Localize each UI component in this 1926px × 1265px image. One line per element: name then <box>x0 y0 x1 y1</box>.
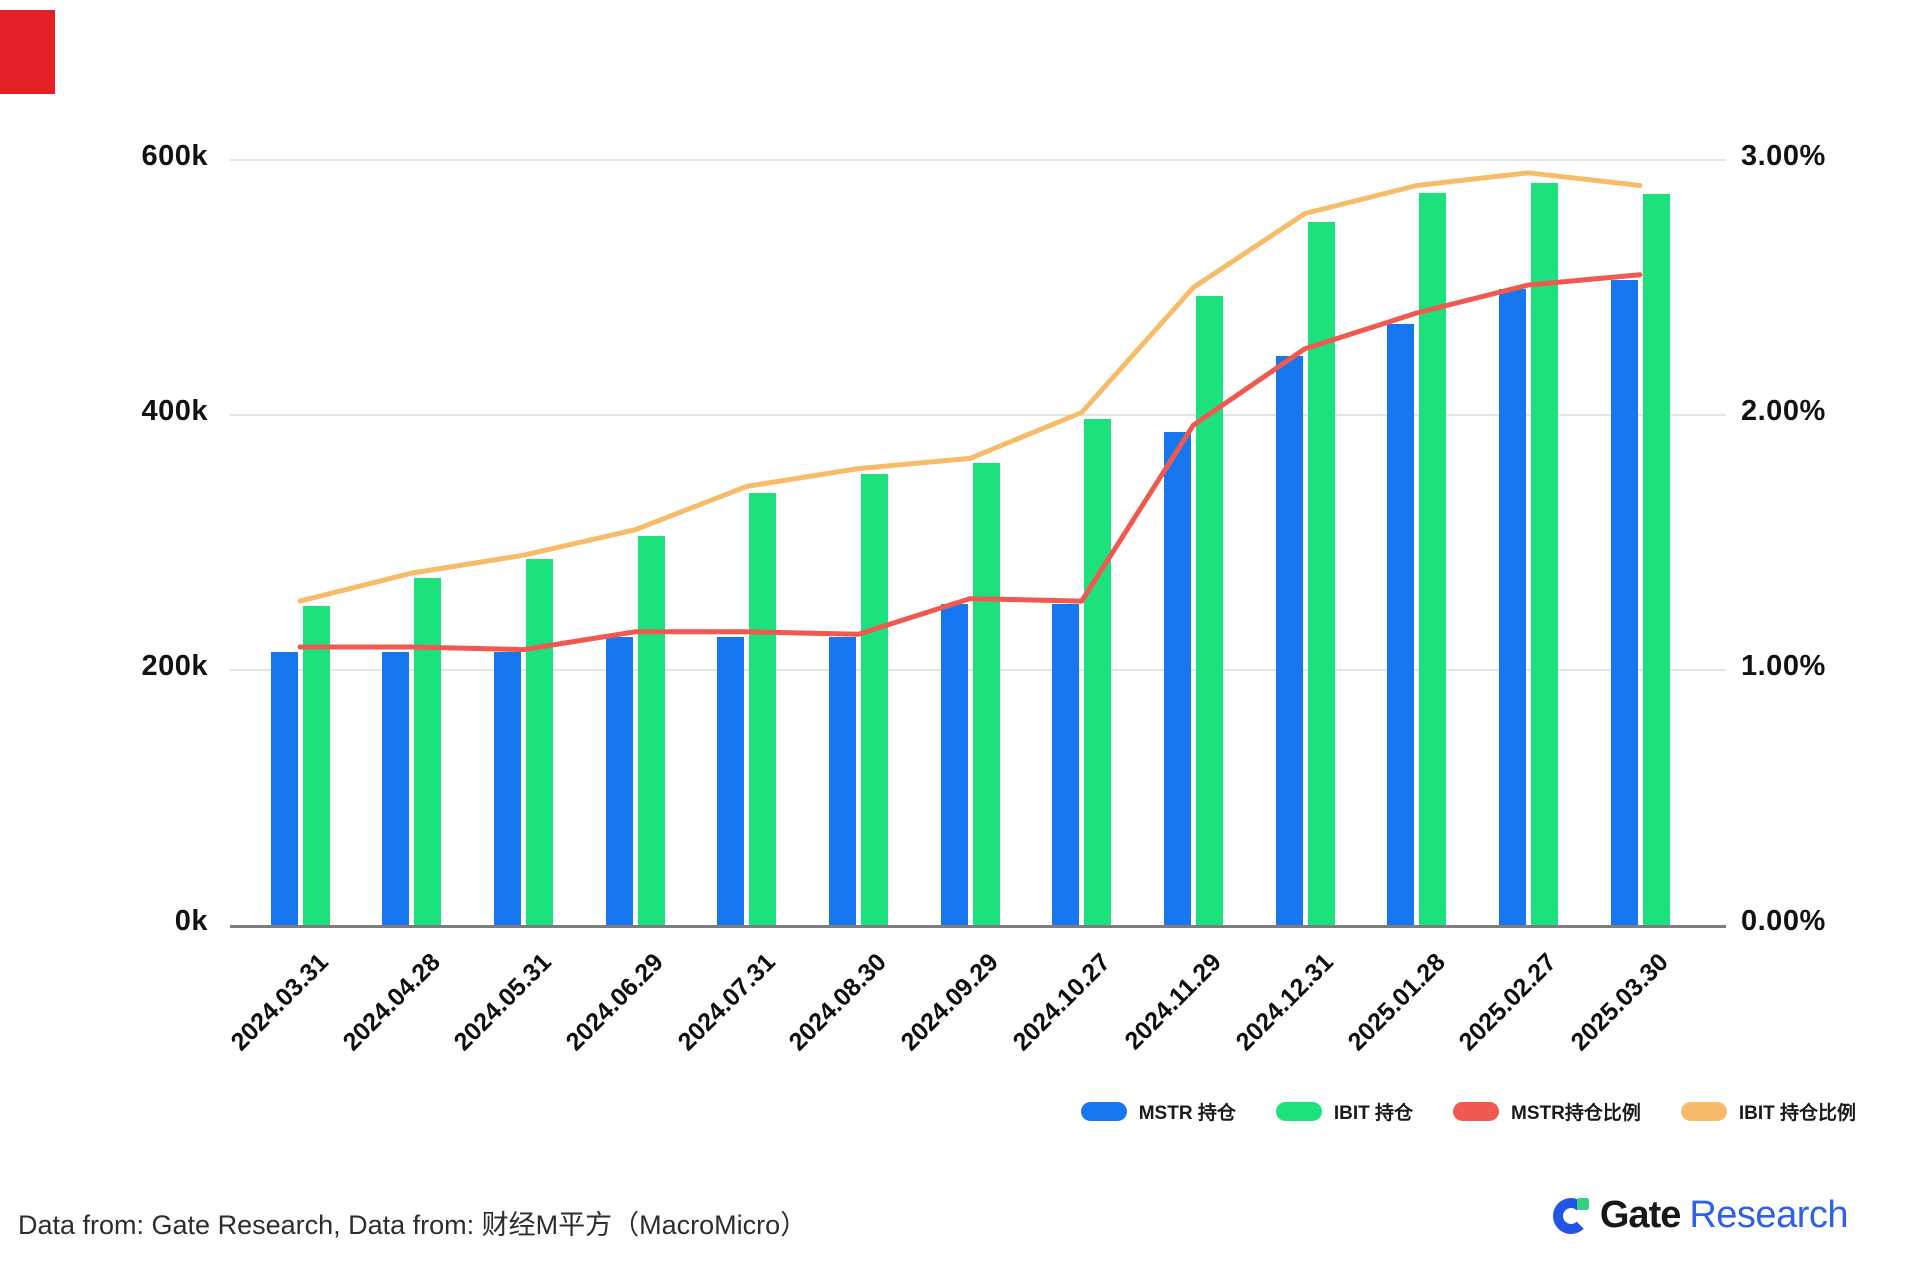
ibit-ratio-line <box>297 170 1643 604</box>
ibit-bar <box>860 473 888 925</box>
ibit-bar <box>302 606 330 925</box>
ibit-bar <box>637 536 665 925</box>
legend-label-mstr-holdings: MSTR 持仓 <box>1138 1103 1236 1124</box>
red-corner-marker <box>0 10 55 94</box>
mstr-bar <box>605 636 633 925</box>
gridline <box>230 414 1726 416</box>
ibit-bar <box>1530 182 1558 925</box>
legend-label-mstr-ratio: MSTR持仓比例 <box>1511 1103 1641 1124</box>
y-axis-tick-right: 0.00% <box>1741 905 1826 937</box>
ibit-bar <box>972 463 1000 925</box>
research-wordmark: Research <box>1689 1194 1848 1236</box>
legend-item-ibit-ratio: IBIT 持仓比例 <box>1680 1098 1856 1125</box>
mstr-bar <box>717 636 745 925</box>
y-axis-tick-left: 600k <box>141 140 208 172</box>
legend-swatch-ibit-holdings <box>1275 1102 1322 1121</box>
y-axis-tick-left: 400k <box>141 395 208 427</box>
mstr-bar <box>1052 603 1080 925</box>
legend-label-ibit-ratio: IBIT 持仓比例 <box>1738 1103 1856 1124</box>
mstr-bar <box>1498 288 1526 925</box>
gridline <box>230 159 1726 161</box>
mstr-ratio-line <box>297 272 1643 653</box>
mstr-bar <box>1610 279 1638 925</box>
legend-item-mstr-holdings: MSTR 持仓 <box>1080 1098 1236 1125</box>
ibit-bar <box>525 559 553 925</box>
y-axis-tick-left: 200k <box>141 650 208 682</box>
y-axis-tick-right: 3.00% <box>1741 140 1826 172</box>
gate-logo-wordmark: Gate <box>1599 1194 1681 1236</box>
ibit-bar <box>414 578 442 925</box>
ibit-bar <box>1084 418 1112 925</box>
legend-swatch-ibit-ratio <box>1680 1102 1727 1121</box>
mstr-bar <box>270 652 298 925</box>
gate-logo-icon <box>1552 1197 1589 1234</box>
x-axis-line <box>230 925 1726 928</box>
mstr-bar <box>828 636 856 925</box>
data-source-note: Data from: Gate Research, Data from: 财经M… <box>18 1210 808 1240</box>
y-axis-tick-right: 1.00% <box>1741 650 1826 682</box>
y-axis-tick-left: 0k <box>174 905 208 937</box>
y-axis-tick-right: 2.00% <box>1741 395 1826 427</box>
ibit-bar <box>1642 194 1670 925</box>
ibit-bar <box>749 492 777 925</box>
mstr-bar <box>1275 356 1303 925</box>
chart-legend: MSTR 持仓 IBIT 持仓 MSTR持仓比例 IBIT 持仓比例 <box>1080 1098 1856 1125</box>
ibit-bar <box>1419 193 1447 925</box>
mstr-bar <box>382 652 410 925</box>
legend-swatch-mstr-holdings <box>1080 1102 1127 1121</box>
ibit-bar <box>1195 296 1223 925</box>
legend-swatch-mstr-ratio <box>1453 1102 1499 1121</box>
mstr-bar <box>493 652 521 925</box>
mstr-bar <box>1163 431 1191 925</box>
gate-research-logo: Gate Research <box>1551 1194 1848 1237</box>
legend-item-ibit-holdings: IBIT 持仓 <box>1275 1098 1413 1125</box>
legend-label-ibit-holdings: IBIT 持仓 <box>1333 1103 1413 1124</box>
legend-item-mstr-ratio: MSTR持仓比例 <box>1453 1098 1641 1125</box>
mstr-bar <box>1387 324 1415 925</box>
mstr-bar <box>940 603 968 925</box>
